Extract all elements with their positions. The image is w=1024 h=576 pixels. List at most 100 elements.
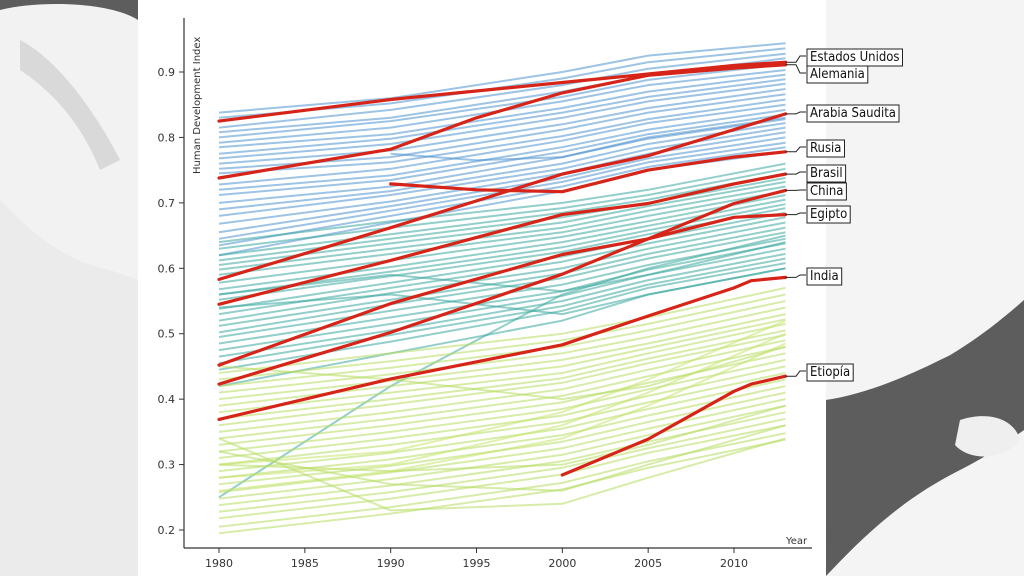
label-box <box>806 139 845 158</box>
background-series-line <box>218 185 786 271</box>
background-series-line <box>218 82 786 160</box>
series-label: Arabia Saudita <box>810 106 896 121</box>
label-alemania: Alemania <box>785 64 869 84</box>
background-series-line <box>218 293 786 381</box>
background-series-line <box>218 73 786 149</box>
background-series-line <box>218 313 786 401</box>
background-series-line <box>218 190 786 276</box>
background-series-line <box>218 237 786 338</box>
background-series-line <box>218 194 786 284</box>
background-series-line <box>218 437 786 512</box>
background-series-line <box>218 252 786 358</box>
series-label: Estados Unidos <box>810 50 900 65</box>
x-tick-label: 1985 <box>291 557 319 570</box>
x-tick-label: 2000 <box>548 557 576 570</box>
label-india: India <box>785 267 843 286</box>
background-series-line <box>218 358 786 453</box>
background-series-line <box>218 207 786 301</box>
background-series-line <box>218 141 786 240</box>
background-series-line <box>218 136 786 234</box>
y-tick-label: 0.5 <box>158 328 176 341</box>
series-line-brasil <box>217 172 788 306</box>
background-series-line <box>218 385 786 479</box>
series-label: Rusia <box>810 141 841 156</box>
background-series-line <box>218 113 786 196</box>
x-ticks: 1980 1985 1990 1995 2000 2005 2010 <box>205 548 748 570</box>
label-leader-line <box>785 111 806 115</box>
label-leader-line <box>785 370 806 377</box>
background-series-line <box>218 332 786 479</box>
background-series-line <box>218 300 786 388</box>
label-china: China <box>785 182 847 201</box>
background-series-line <box>218 241 786 296</box>
background-series-line <box>218 162 786 244</box>
label-box <box>806 164 847 183</box>
y-tick-label: 0.2 <box>158 524 176 537</box>
background-series-line <box>218 98 786 175</box>
label-etiopia: Etiopía <box>785 363 854 382</box>
background-series-line <box>218 69 786 144</box>
background-series-line <box>218 286 786 374</box>
label-leader-line <box>785 274 806 278</box>
background-series-line <box>218 267 786 388</box>
label-box <box>806 65 869 84</box>
background-series-line <box>218 417 786 513</box>
y-ticks: 0.2 0.3 0.4 0.5 0.6 0.7 0.8 0.9 <box>158 66 184 537</box>
x-tick-label: 1995 <box>463 557 491 570</box>
label-leader-line <box>785 55 806 63</box>
background-series-line <box>218 88 786 165</box>
background-series-line <box>218 221 786 322</box>
background-series-line <box>218 378 786 473</box>
label-arabia-saudita: Arabia Saudita <box>785 104 900 123</box>
series-line-etiopia <box>560 374 788 477</box>
background-series-line <box>218 365 786 459</box>
background-series-line <box>218 180 786 266</box>
label-leader-line <box>785 171 806 175</box>
background-series-group <box>218 42 786 535</box>
background-series-line <box>218 424 786 492</box>
y-tick-label: 0.4 <box>158 393 176 406</box>
hdi-line-chart: 0.2 0.3 0.4 0.5 0.6 0.7 0.8 0.9 1980 1985 1990 199… <box>158 18 903 570</box>
background-series-line <box>218 329 786 420</box>
series-line-egipto <box>217 213 788 367</box>
background-series-line <box>218 93 786 170</box>
label-box <box>806 182 847 201</box>
background-series-line <box>218 172 786 257</box>
series-line-india <box>217 275 788 421</box>
label-leader-line <box>785 146 806 153</box>
label-brasil: Brasil <box>785 164 847 183</box>
background-series-line <box>218 108 786 191</box>
country-labels: Estados Unidos Alemania Arabia Saudita Rusi… <box>785 48 903 382</box>
series-line-alemania <box>217 63 788 180</box>
label-box <box>806 205 851 224</box>
background-series-line <box>390 116 786 162</box>
x-tick-label: 1990 <box>377 557 405 570</box>
series-label: Egipto <box>810 207 847 222</box>
background-series-line <box>218 122 786 211</box>
label-box <box>806 363 854 382</box>
background-series-line <box>218 372 786 466</box>
x-tick-label: 2010 <box>720 557 748 570</box>
background-series-line <box>218 146 786 247</box>
series-line-estados-unidos <box>217 60 788 123</box>
label-egipto: Egipto <box>785 205 851 224</box>
background-series-line <box>218 63 786 139</box>
y-tick-label: 0.7 <box>158 197 176 210</box>
y-tick-label: 0.9 <box>158 66 176 79</box>
background-series-line <box>218 234 786 499</box>
y-tick-label: 0.6 <box>158 262 176 275</box>
axes: 0.2 0.3 0.4 0.5 0.6 0.7 0.8 0.9 1980 1985 1990 199… <box>158 18 812 570</box>
background-series-line <box>218 398 786 494</box>
x-tick-label: 1980 <box>205 557 233 570</box>
label-estados-unidos: Estados Unidos <box>785 48 903 67</box>
background-series-line <box>218 257 786 365</box>
series-label: China <box>810 184 843 199</box>
y-axis-title: Human Development Index <box>192 37 203 174</box>
background-series-line <box>218 231 786 334</box>
background-series-line <box>218 306 786 394</box>
label-leader-line <box>785 64 806 74</box>
label-box <box>806 104 900 123</box>
series-label: Brasil <box>810 166 843 181</box>
